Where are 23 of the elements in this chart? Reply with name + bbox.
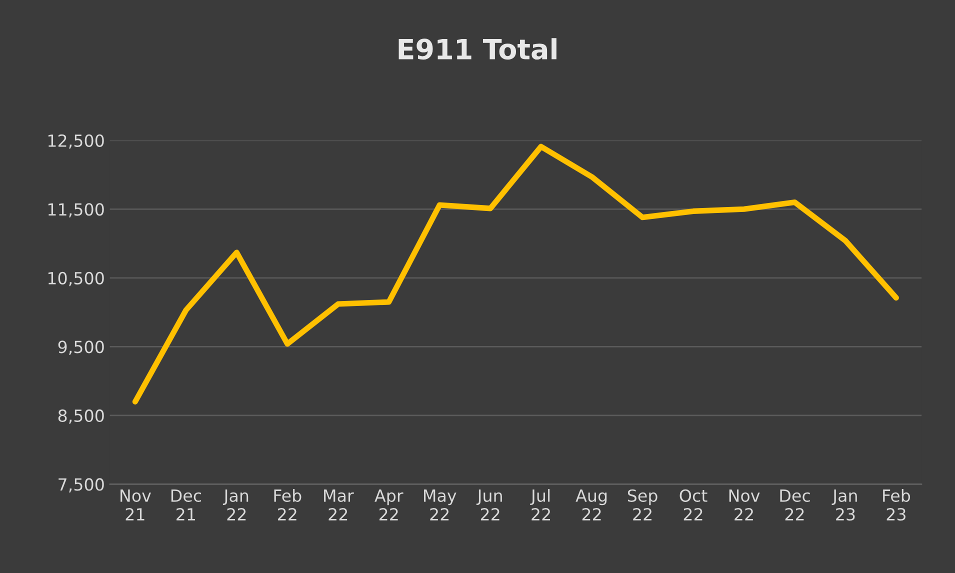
x-tick-label: Feb 23 [883, 489, 910, 521]
x-tick-label: Apr 22 [374, 490, 404, 520]
x-tick-label: Jul 22 [530, 489, 550, 520]
x-tick-label: Jan 22 [222, 490, 248, 520]
x-tick-label: Dec 21 [171, 490, 202, 520]
y-tick-label: 8,500 [58, 409, 104, 424]
x-tick-label: Jun 22 [476, 490, 502, 520]
x-tick-label: Jan 23 [832, 490, 857, 521]
x-tick-label: Aug 22 [576, 490, 607, 520]
x-tick-label: Mar 22 [324, 490, 354, 520]
y-tick-label: 12,500 [48, 134, 104, 149]
x-tick-label: Oct 22 [680, 489, 708, 520]
x-tick-label: Feb 22 [274, 489, 302, 520]
y-tick-label: 9,500 [58, 340, 104, 355]
chart-title: E911 Total [398, 38, 556, 60]
x-tick-label: Nov 21 [120, 490, 151, 520]
y-tick-label: 7,500 [58, 478, 104, 492]
y-tick-label: 10,500 [48, 272, 104, 286]
x-tick-label: Dec 22 [780, 490, 810, 520]
y-tick-label: 11,500 [48, 203, 104, 218]
x-tick-label: Nov 22 [729, 490, 760, 520]
x-tick-label: May 22 [424, 490, 456, 520]
x-tick-label: Sep 22 [628, 489, 658, 520]
